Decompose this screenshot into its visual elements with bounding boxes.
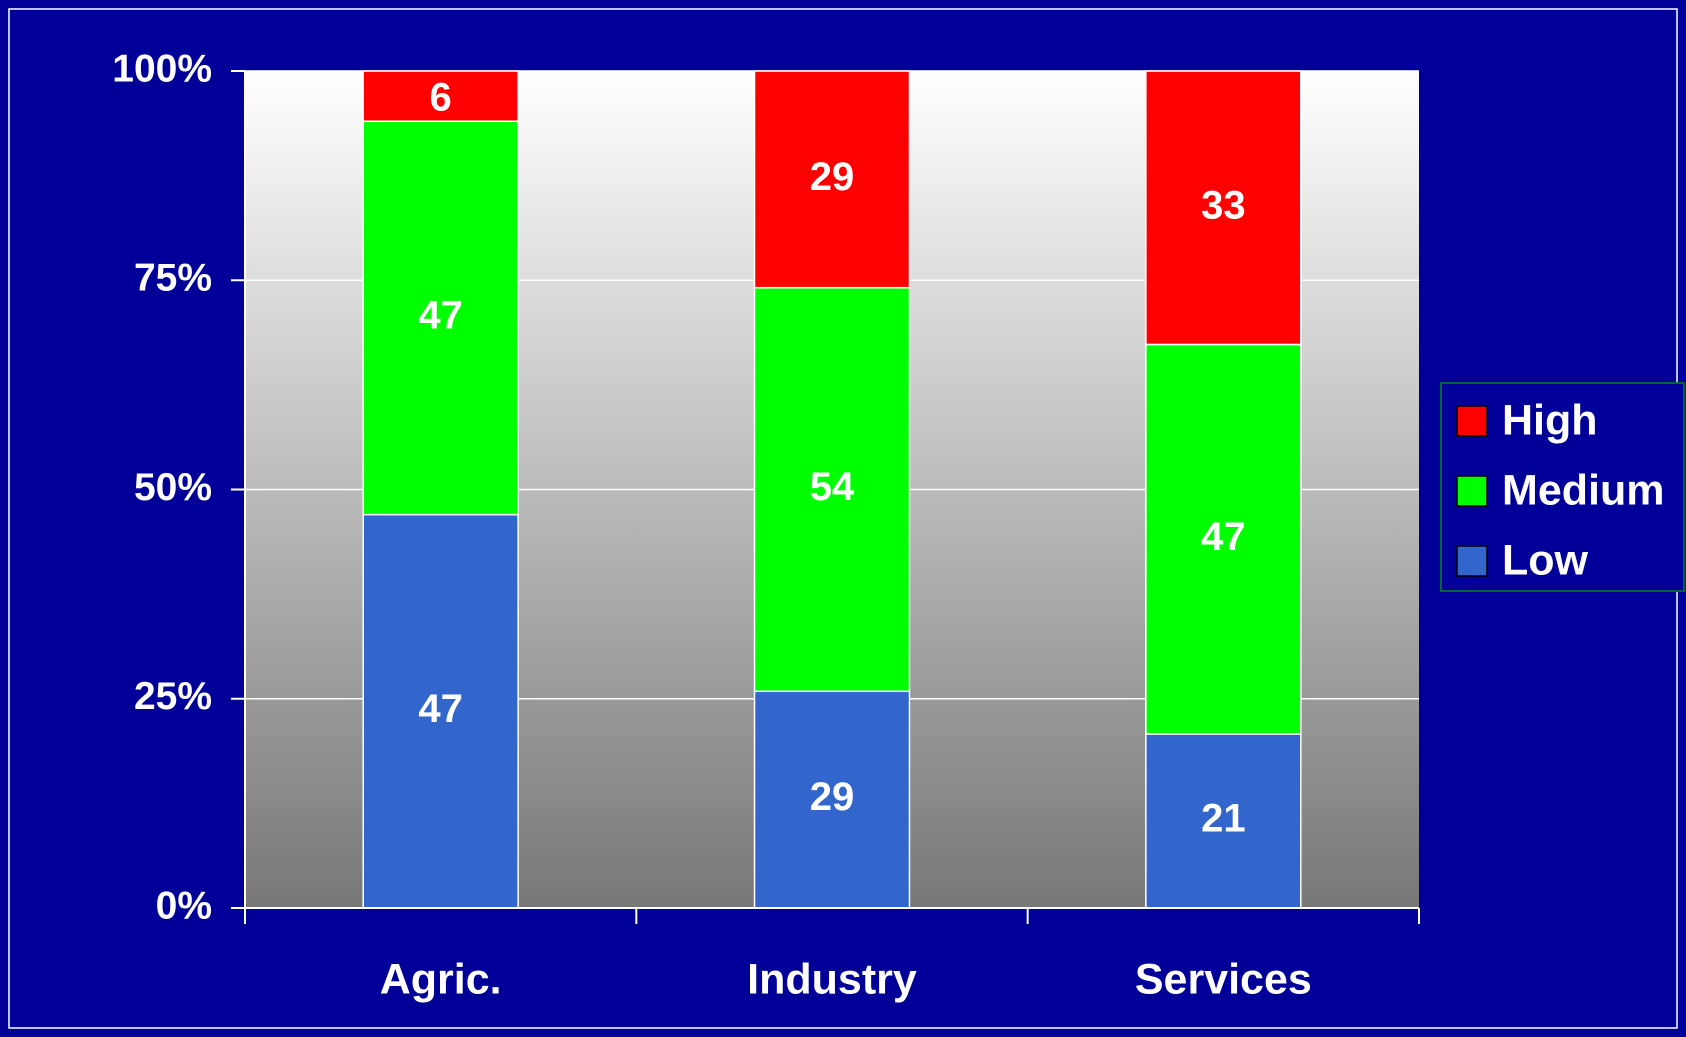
legend-swatch	[1456, 475, 1488, 507]
data-label: 6	[430, 76, 452, 120]
bar-segment	[1145, 343, 1302, 735]
y-tick-label: 0%	[156, 884, 212, 927]
legend-label: Low	[1502, 536, 1589, 584]
bar-segment	[362, 70, 519, 122]
bar-segment	[1145, 70, 1302, 346]
bar-segment	[753, 286, 911, 693]
bar-segment	[1145, 733, 1302, 909]
legend-label: Medium	[1502, 466, 1664, 514]
bar-segment	[362, 513, 519, 909]
x-tick-label: Agric.	[380, 955, 502, 1003]
y-tick-label: 100%	[112, 47, 212, 90]
bar-segment	[753, 690, 911, 909]
legend-label: High	[1502, 396, 1598, 444]
legend-swatch	[1456, 405, 1488, 437]
data-label: 21	[1201, 797, 1246, 841]
x-tick-label: Services	[1135, 955, 1312, 1003]
bar-segment	[362, 120, 519, 516]
y-tick-label: 25%	[134, 675, 212, 718]
x-tick-label: Industry	[747, 955, 917, 1003]
data-label: 47	[418, 293, 463, 337]
y-tick-label: 50%	[134, 466, 212, 509]
data-label: 47	[418, 687, 463, 731]
data-label: 29	[810, 155, 855, 199]
data-label: 47	[1201, 515, 1246, 559]
y-tick-label: 75%	[134, 257, 212, 300]
data-label: 54	[810, 465, 855, 509]
bar-segment	[753, 70, 911, 289]
data-label: 29	[810, 775, 855, 819]
data-label: 33	[1201, 183, 1246, 227]
legend-swatch	[1456, 545, 1488, 577]
